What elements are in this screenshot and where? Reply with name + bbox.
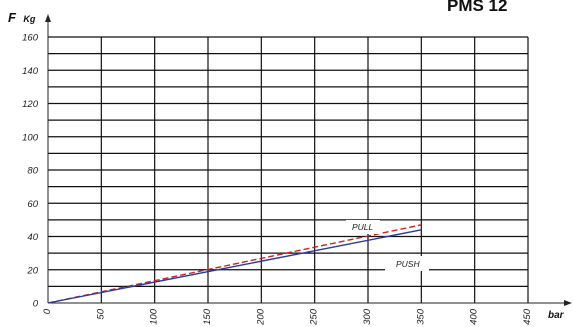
- series-lines: [47, 224, 422, 304]
- y-tick-label: 60: [27, 199, 38, 210]
- x-tick-label: 200: [255, 308, 266, 326]
- pull-label: PULL: [352, 222, 374, 232]
- y-tick-label: 20: [26, 265, 38, 276]
- y-tick-label: 100: [22, 132, 39, 143]
- x-tick-label: 300: [362, 308, 373, 325]
- x-tick-label: 250: [309, 308, 320, 326]
- y-axis-title: F Kg: [8, 9, 36, 26]
- x-tick-label: 100: [149, 308, 160, 325]
- y-tick-label: 0: [33, 299, 39, 310]
- x-tick-label: 350: [415, 308, 426, 325]
- series-line-pull: [47, 224, 422, 304]
- x-tick-labels: 0 50 100 150 200 250 300 350 400 450: [42, 308, 533, 326]
- y-axis-arrow: [45, 14, 51, 22]
- y-axis-title-unit: Kg: [23, 14, 35, 24]
- y-tick-label: 160: [22, 33, 39, 44]
- x-tick-label: 0: [42, 308, 53, 314]
- x-axis-arrow: [564, 300, 572, 306]
- y-tick-labels: 0 20 40 60 80 100 120 140 160: [22, 33, 39, 310]
- x-axis-title: bar: [548, 310, 565, 321]
- y-tick-label: 40: [27, 232, 38, 243]
- pull-label-box: [346, 220, 380, 234]
- push-label-box: [385, 256, 429, 271]
- series-line-push: [47, 229, 422, 304]
- series-annotations: PULL PUSH: [346, 220, 429, 271]
- x-tick-label: 150: [202, 308, 213, 325]
- grid-major: [48, 36, 529, 303]
- chart-title: PMS 12: [447, 0, 507, 15]
- x-tick-label: 400: [469, 308, 480, 325]
- y-axis-title-main: F: [8, 10, 17, 25]
- y-tick-label: 120: [22, 99, 39, 110]
- y-tick-label: 140: [22, 66, 39, 77]
- x-tick-label: 450: [522, 308, 533, 325]
- push-label: PUSH: [396, 259, 420, 269]
- grid-minor: [48, 53, 528, 287]
- y-tick-label: 80: [27, 166, 38, 177]
- x-tick-label: 50: [95, 308, 106, 319]
